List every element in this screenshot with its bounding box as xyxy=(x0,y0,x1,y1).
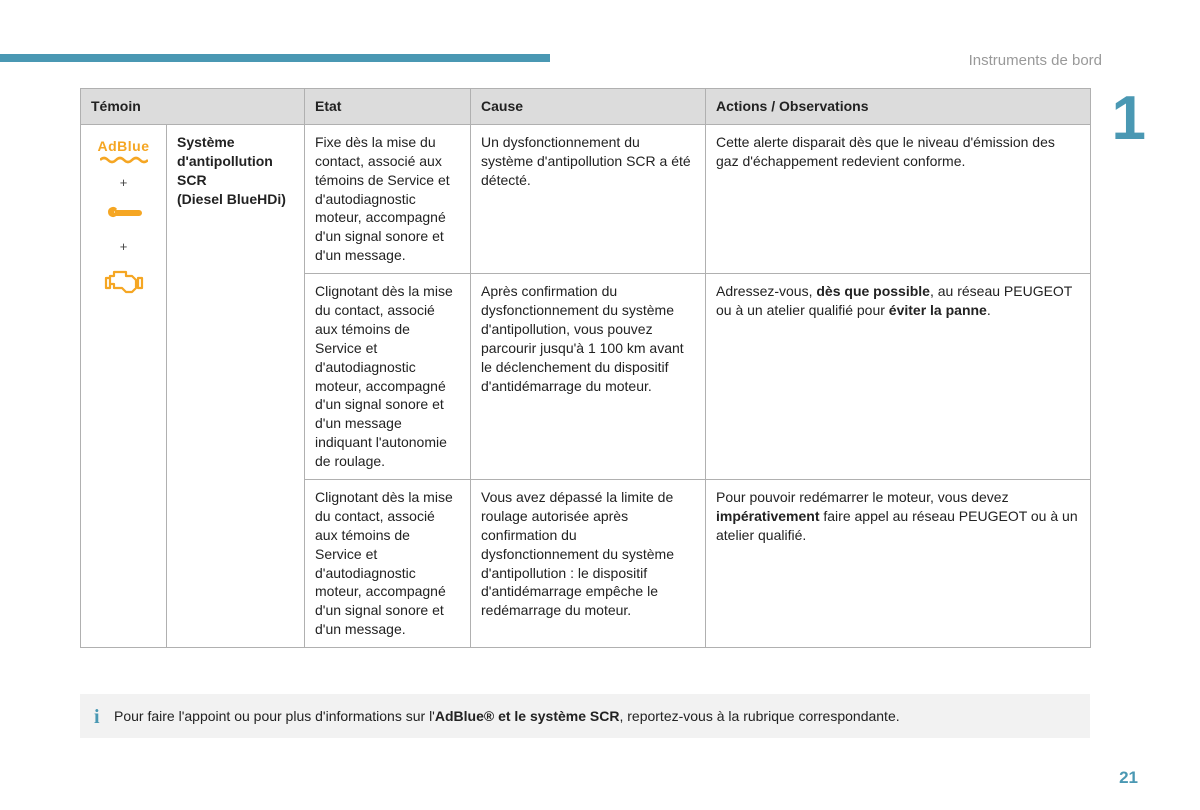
col-etat: Etat xyxy=(305,89,471,125)
table-row: AdBlue + + Système d'antipollution SCR (… xyxy=(81,124,1091,273)
action-cell: Pour pouvoir redémarrer le moteur, vous … xyxy=(706,480,1091,648)
indicator-icon-cell: AdBlue + + xyxy=(81,124,167,647)
table-header-row: Témoin Etat Cause Actions / Observations xyxy=(81,89,1091,125)
col-temoin: Témoin xyxy=(81,89,305,125)
liquid-wave-icon xyxy=(100,156,148,164)
system-label-cell: Système d'antipollution SCR (Diesel Blue… xyxy=(167,124,305,647)
plus-separator: + xyxy=(91,174,156,192)
engine-icon xyxy=(104,266,144,296)
header-accent-bar xyxy=(0,54,550,62)
col-action: Actions / Observations xyxy=(706,89,1091,125)
system-subname: (Diesel BlueHDi) xyxy=(177,191,286,207)
cause-cell: Vous avez dépassé la limite de roulage a… xyxy=(471,480,706,648)
chapter-number: 1 xyxy=(1112,88,1146,150)
info-icon: i xyxy=(94,706,100,729)
action-cell: Cette alerte disparait dès que le niveau… xyxy=(706,124,1091,273)
wrench-icon xyxy=(103,201,145,223)
etat-cell: Clignotant dès la mise du contact, assoc… xyxy=(305,480,471,648)
cause-cell: Un dysfonctionnement du système d'antipo… xyxy=(471,124,706,273)
system-name: Système d'antipollution SCR xyxy=(177,134,273,188)
cause-cell: Après confirmation du dysfonctionnement … xyxy=(471,274,706,480)
col-cause: Cause xyxy=(471,89,706,125)
adblue-icon: AdBlue xyxy=(91,137,156,164)
etat-cell: Fixe dès la mise du contact, associé aux… xyxy=(305,124,471,273)
page-number: 21 xyxy=(1119,768,1138,788)
section-title: Instruments de bord xyxy=(969,52,1102,69)
etat-cell: Clignotant dès la mise du contact, assoc… xyxy=(305,274,471,480)
indicators-table: Témoin Etat Cause Actions / Observations… xyxy=(80,88,1090,648)
plus-separator: + xyxy=(91,238,156,256)
footer-note: Pour faire l'appoint ou pour plus d'info… xyxy=(80,694,1090,738)
action-cell: Adressez-vous, dès que possible, au rése… xyxy=(706,274,1091,480)
